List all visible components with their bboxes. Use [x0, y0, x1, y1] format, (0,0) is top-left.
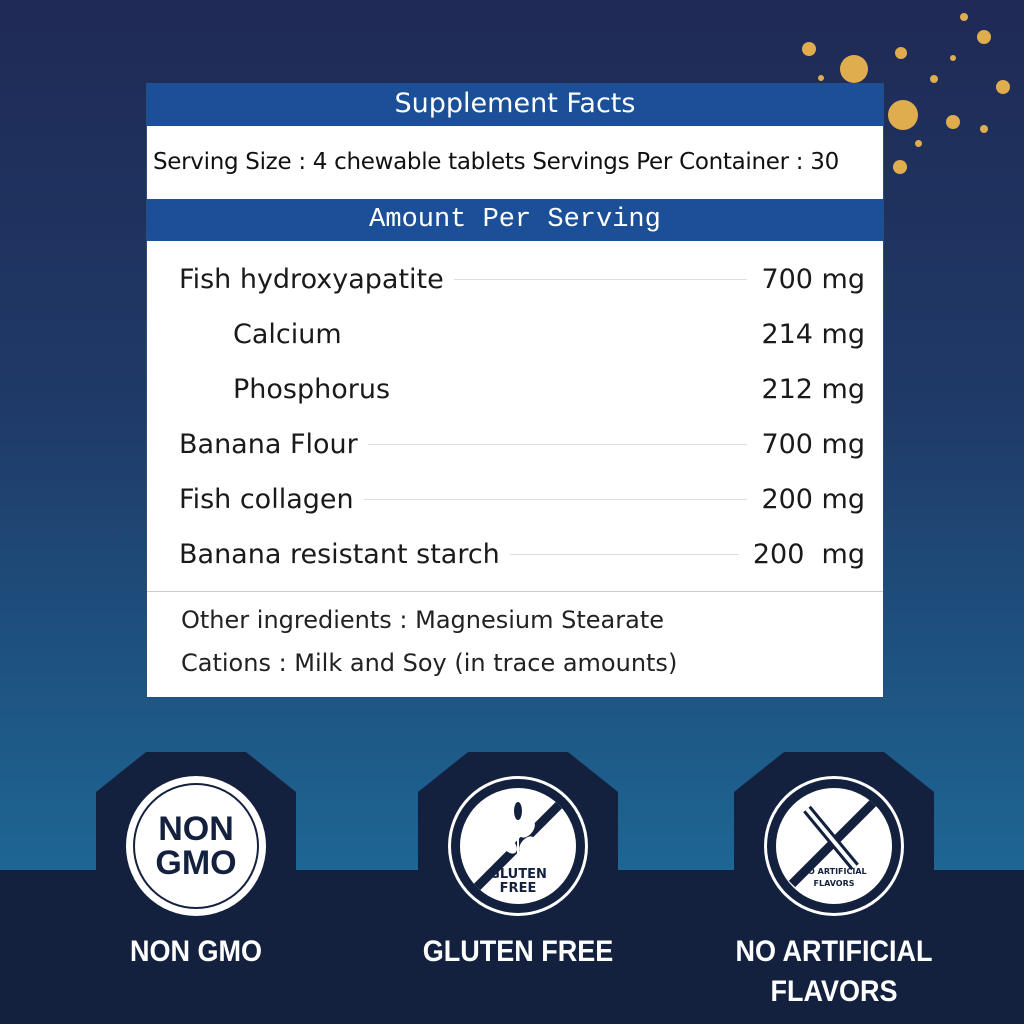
- badge-label: GLUTEN FREE: [422, 935, 614, 968]
- other-ingredients: Other ingredients : Magnesium Stearate: [181, 606, 665, 634]
- non-gmo-icon: NON GMO: [133, 783, 259, 909]
- icon-text: NO ARTIFICIAL: [801, 867, 867, 876]
- supplement-facts-panel: Supplement Facts Serving Size : 4 chewab…: [146, 83, 884, 698]
- ingredient-name: Fish collagen: [179, 483, 364, 515]
- ingredient-amount: 700 mg: [761, 428, 865, 460]
- badge-label: NO ARTIFICIAL FLAVORS: [735, 935, 933, 1008]
- leader-line: [509, 553, 739, 555]
- ingredient-row: Phosphorus 212 mg: [179, 369, 865, 409]
- ingredient-row: Fish hydroxyapatite 700 mg: [179, 259, 865, 299]
- ingredient-amount: 212 mg: [761, 373, 865, 405]
- panel-title: Supplement Facts: [147, 84, 883, 126]
- serving-info: Serving Size : 4 chewable tablets Servin…: [153, 149, 839, 175]
- icon-text: FLAVORS: [813, 879, 855, 888]
- icon-text: GMO: [155, 844, 237, 882]
- leader-line: [363, 498, 748, 500]
- ingredient-amount: 200 mg: [761, 483, 865, 515]
- ingredient-name: Banana resistant starch: [179, 538, 510, 570]
- ingredient-name: Fish hydroxyapatite: [179, 263, 454, 295]
- ingredient-row: Fish collagen 200 mg: [179, 479, 865, 519]
- badge-label: NON GMO: [129, 935, 262, 968]
- dropper-icon: [788, 797, 879, 888]
- ingredient-name: Calcium: [179, 318, 352, 350]
- gluten-free-icon: GLUTEN FREE: [451, 779, 585, 913]
- icon-text: GLUTEN: [489, 867, 547, 882]
- no-artificial-flavors-icon: NO ARTIFICIAL FLAVORS: [767, 779, 901, 913]
- ingredient-amount: 214 mg: [761, 318, 865, 350]
- icon-text: NON: [158, 810, 234, 848]
- ingredient-name: Phosphorus: [179, 373, 401, 405]
- ingredient-amount: 200 mg: [752, 538, 865, 570]
- ingredient-name: Banana Flour: [179, 428, 368, 460]
- wheat-icon: [469, 797, 567, 895]
- leader-line: [453, 278, 748, 280]
- cations: Cations : Milk and Soy (in trace amounts…: [181, 649, 678, 677]
- ingredient-row: Banana resistant starch 200 mg: [179, 534, 865, 574]
- ingredient-row: Banana Flour 700 mg: [179, 424, 865, 464]
- icon-text: FREE: [499, 881, 537, 896]
- ingredient-amount: 700 mg: [761, 263, 865, 295]
- ingredient-row: Calcium 214 mg: [179, 314, 865, 354]
- amount-header: Amount Per Serving: [147, 199, 883, 241]
- leader-line: [367, 443, 748, 445]
- divider: [147, 591, 883, 592]
